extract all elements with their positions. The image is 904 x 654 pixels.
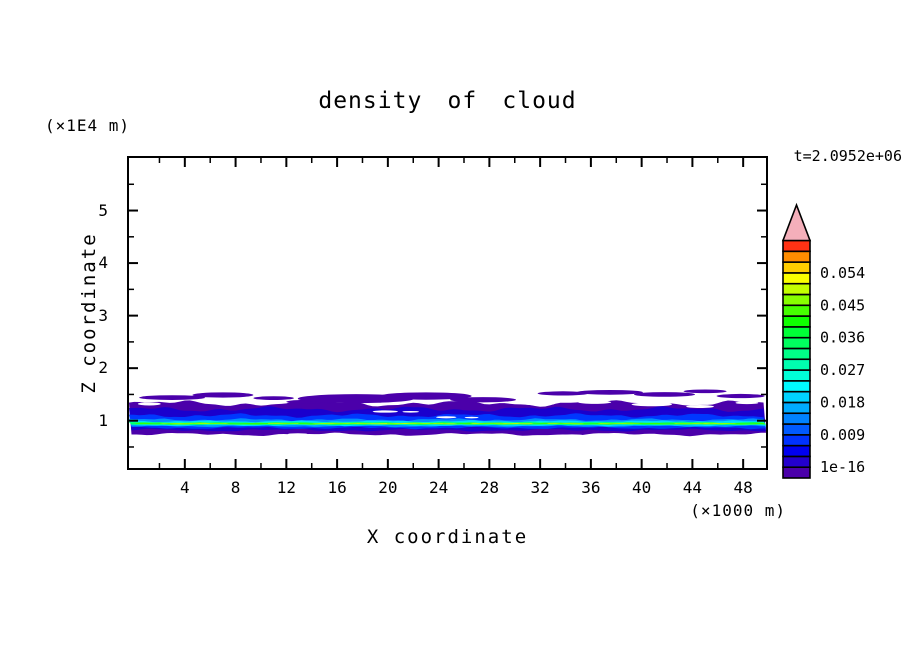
cloud-patch xyxy=(253,396,294,400)
plot-canvas xyxy=(129,158,767,468)
x-axis-title: X coordinate xyxy=(366,526,529,548)
x-tick-label: 28 xyxy=(479,478,499,497)
cloud-gap xyxy=(402,410,419,413)
x-tick-label: 48 xyxy=(733,478,753,497)
cloud-patch xyxy=(192,392,254,398)
cloud-patch xyxy=(380,392,472,400)
colorbar-label: 0.054 xyxy=(820,264,865,282)
colorbar-cell xyxy=(782,282,811,296)
x-tick-label: 12 xyxy=(276,478,296,497)
colorbar-cell xyxy=(782,239,811,253)
x-tick-label: 32 xyxy=(530,478,550,497)
cloud-patch xyxy=(576,389,643,395)
colorbar-cell xyxy=(782,347,811,361)
cloud-gap xyxy=(631,402,673,407)
colorbar-cell xyxy=(782,315,811,328)
colorbar-label: 0.036 xyxy=(820,329,865,347)
cloud-contour-layer xyxy=(502,423,522,424)
cloud-contour-layer xyxy=(356,423,388,424)
colorbar-cell xyxy=(782,261,811,274)
z-axis-unit-label: (×1E4 m) xyxy=(45,116,131,135)
colorbar-cell xyxy=(782,272,811,285)
colorbar: 1e-16 0.009 0.018 0.027 0.036 0.045 0.054 xyxy=(781,202,865,479)
plot-frame xyxy=(127,156,768,470)
z-tick-label: 1 xyxy=(98,410,108,430)
x-tick-label: 4 xyxy=(180,478,190,497)
cloud-contour-layer xyxy=(432,423,445,424)
colorbar-cell xyxy=(782,336,811,350)
cloud-patch xyxy=(683,389,727,394)
colorbar-cell xyxy=(782,455,811,469)
colorbar-cell xyxy=(782,358,811,371)
x-tick-label: 8 xyxy=(230,478,241,497)
colorbar-cell xyxy=(782,250,811,263)
cloud-gap xyxy=(560,434,584,437)
colorbar-cell xyxy=(782,412,811,425)
cloud-contour-layer xyxy=(673,422,737,425)
colorbar-cell xyxy=(782,380,811,393)
cloud-patch xyxy=(537,391,589,396)
cloud-gap xyxy=(519,401,556,406)
colorbar-cell xyxy=(782,326,811,339)
cloud-patch xyxy=(450,397,517,403)
cloud-contour-layer xyxy=(470,422,534,425)
cloud-contour-layer xyxy=(400,423,420,424)
colorbar-label: 1e-16 xyxy=(820,458,865,476)
cloud-gap xyxy=(578,400,612,404)
colorbar-label: 0.009 xyxy=(820,426,865,444)
colorbar-cell xyxy=(782,444,811,458)
cloud-contour-layer xyxy=(546,423,585,425)
colorbar-cell xyxy=(782,401,811,415)
cloud-gap xyxy=(137,402,161,406)
cloud-gap xyxy=(464,416,479,419)
colorbar-cell xyxy=(782,390,811,404)
cloud-gap xyxy=(287,433,308,436)
colorbar-label: 0.045 xyxy=(820,296,865,314)
x-axis-unit-label: (×1000 m) xyxy=(690,501,786,520)
cloud-contour-layer xyxy=(267,423,299,424)
cloud-patch xyxy=(634,392,695,397)
x-tick-label: 24 xyxy=(428,478,449,497)
colorbar-overflow-arrow xyxy=(781,202,812,242)
cloud-gap xyxy=(686,405,714,408)
x-tick-label: 36 xyxy=(581,478,601,497)
x-tick-label: 40 xyxy=(632,478,652,497)
cloud-gap xyxy=(735,401,759,405)
x-tick-label: 44 xyxy=(682,478,703,497)
chart-title: density of cloud xyxy=(318,88,577,114)
colorbar-cell xyxy=(782,423,811,436)
colorbar-cell xyxy=(782,293,811,307)
colorbar-label: 0.018 xyxy=(820,393,865,411)
cloud-contour-layer xyxy=(597,423,642,425)
cloud-gap xyxy=(372,410,399,413)
z-tick-label: 2 xyxy=(98,358,108,378)
x-tick-label: 16 xyxy=(327,478,347,497)
colorbar-label: 0.027 xyxy=(820,361,865,379)
cloud-gap xyxy=(436,416,457,419)
cloud-patch xyxy=(716,393,765,399)
colorbar-cell xyxy=(782,434,811,447)
z-tick-label: 5 xyxy=(98,200,108,220)
cloud-contour-layer xyxy=(159,422,230,425)
x-tick-label: 20 xyxy=(378,478,398,497)
cloud-contour-layer xyxy=(702,423,721,424)
z-tick-label: 3 xyxy=(98,305,108,325)
z-tick-label: 4 xyxy=(98,253,108,273)
colorbar-cell xyxy=(782,369,811,382)
time-annotation: t=2.0952e+06 xyxy=(793,147,902,165)
cloud-patch xyxy=(139,395,206,400)
colorbar-cell xyxy=(782,466,811,479)
colorbar-cell xyxy=(782,304,811,317)
